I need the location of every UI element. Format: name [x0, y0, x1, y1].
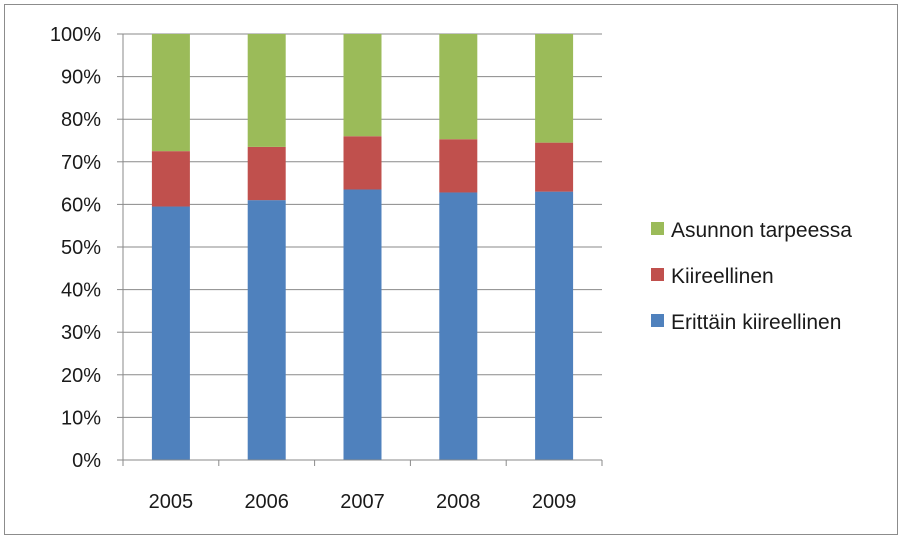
legend: Asunnon tarpeessa Kiireellinen Erittäin ki…: [651, 219, 852, 334]
legend-item: Asunnon tarpeessa: [651, 219, 852, 242]
legend-swatch: [651, 314, 664, 327]
y-tick-label: 40%: [61, 280, 101, 302]
x-tick-labels: 2005 2006 2007 2008 2009: [149, 491, 577, 513]
y-tick-label: 10%: [61, 407, 101, 429]
bar-segment-asunnon-tarpeessa-2009: [535, 34, 574, 143]
legend-swatch: [651, 268, 664, 281]
bars: [151, 34, 574, 461]
bar-segment-asunnon-tarpeessa-2008: [439, 34, 478, 140]
y-tick-label: 30%: [61, 322, 101, 344]
y-tick-label: 60%: [61, 194, 101, 216]
y-tick-label: 100%: [50, 24, 101, 46]
y-tick-label: 90%: [61, 67, 101, 89]
bar-segment-eritt-in-kiireellinen-2009: [535, 191, 574, 460]
y-tick-label: 80%: [61, 109, 101, 131]
legend-label: Asunnon tarpeessa: [671, 219, 852, 242]
bar-segment-kiireellinen-2009: [535, 142, 574, 192]
x-tick-label: 2007: [340, 491, 385, 513]
x-tick-label: 2009: [532, 491, 577, 513]
bar-segment-kiireellinen-2007: [343, 136, 382, 190]
legend-label: Erittäin kiireellinen: [671, 311, 841, 334]
bar-segment-asunnon-tarpeessa-2005: [151, 34, 190, 152]
bar-segment-asunnon-tarpeessa-2007: [343, 34, 382, 137]
bar-segment-eritt-in-kiireellinen-2007: [343, 189, 382, 461]
x-tick-label: 2008: [436, 491, 481, 513]
y-tick-label: 0%: [72, 450, 101, 472]
x-tick-label: 2006: [244, 491, 289, 513]
bar-segment-eritt-in-kiireellinen-2008: [439, 192, 478, 461]
bar-segment-kiireellinen-2005: [151, 151, 190, 207]
y-tick-label: 50%: [61, 237, 101, 259]
bar-segment-asunnon-tarpeessa-2006: [247, 34, 286, 147]
bar-segment-kiireellinen-2006: [247, 146, 286, 201]
x-tick-label: 2005: [149, 491, 194, 513]
axes: [117, 33, 603, 466]
y-tick-labels: 0% 10% 20% 30% 40% 50% 60% 70% 80% 90% 100%: [50, 24, 101, 472]
bar-segment-eritt-in-kiireellinen-2006: [247, 200, 286, 460]
y-tick-label: 70%: [61, 152, 101, 174]
legend-swatch: [651, 222, 664, 235]
y-tick-label: 20%: [61, 365, 101, 387]
legend-item: Erittäin kiireellinen: [651, 311, 841, 334]
bar-segment-eritt-in-kiireellinen-2005: [151, 206, 190, 460]
legend-item: Kiireellinen: [651, 265, 774, 288]
bar-segment-kiireellinen-2008: [439, 139, 478, 193]
legend-label: Kiireellinen: [671, 265, 774, 288]
